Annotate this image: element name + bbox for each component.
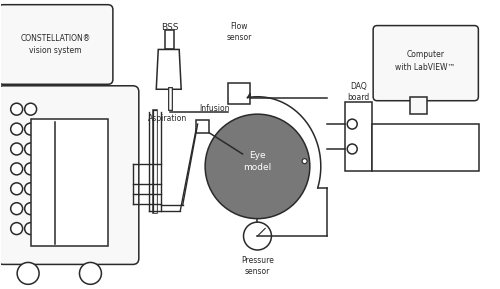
Circle shape <box>10 163 22 175</box>
Text: Infusion: Infusion <box>199 104 230 113</box>
Text: Aspiration: Aspiration <box>148 114 188 123</box>
Circle shape <box>10 203 22 215</box>
Text: Pressure
sensor: Pressure sensor <box>241 256 274 276</box>
Text: Flow
sensor: Flow sensor <box>226 22 252 42</box>
Bar <box>410 97 427 114</box>
Circle shape <box>10 103 22 115</box>
Bar <box>344 102 372 171</box>
Text: DAQ
board: DAQ board <box>348 82 370 102</box>
FancyBboxPatch shape <box>0 5 113 84</box>
Circle shape <box>24 203 36 215</box>
Text: Computer
with LabVIEW™: Computer with LabVIEW™ <box>396 50 456 72</box>
Circle shape <box>80 262 102 284</box>
Text: BSS: BSS <box>161 23 178 32</box>
Text: Eye
model: Eye model <box>244 151 272 172</box>
Circle shape <box>24 163 36 175</box>
Text: CONSTELLATION®
vision system: CONSTELLATION® vision system <box>20 34 90 55</box>
Bar <box>372 124 480 171</box>
FancyBboxPatch shape <box>373 25 478 101</box>
Circle shape <box>244 222 272 250</box>
FancyBboxPatch shape <box>0 86 139 264</box>
Circle shape <box>24 183 36 195</box>
Circle shape <box>24 223 36 235</box>
Circle shape <box>24 143 36 155</box>
Circle shape <box>347 144 357 154</box>
Circle shape <box>10 183 22 195</box>
Circle shape <box>347 119 357 129</box>
Bar <box>228 83 250 104</box>
Circle shape <box>10 143 22 155</box>
Circle shape <box>205 114 310 219</box>
Polygon shape <box>156 49 181 89</box>
Circle shape <box>24 103 36 115</box>
Circle shape <box>10 223 22 235</box>
Bar <box>30 119 108 246</box>
Circle shape <box>24 123 36 135</box>
Bar <box>165 29 174 49</box>
Circle shape <box>302 159 307 164</box>
Circle shape <box>17 262 39 284</box>
Circle shape <box>10 123 22 135</box>
